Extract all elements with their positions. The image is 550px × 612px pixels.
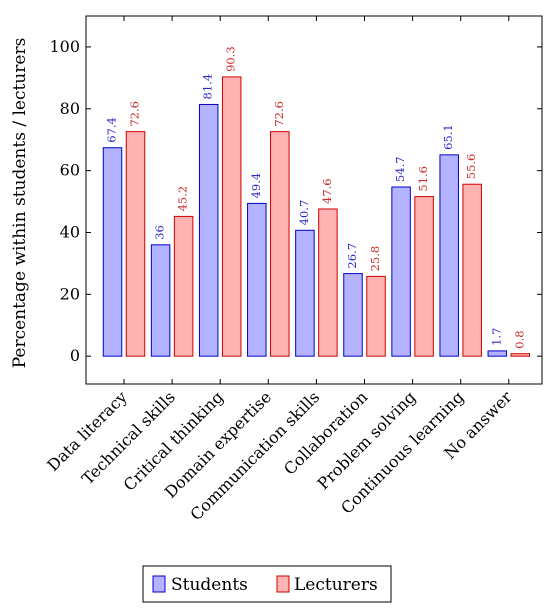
bar-students-continuous-learning (439, 154, 459, 357)
bar-lecturers-data-literacy (125, 131, 146, 357)
legend-swatch-lecturers (276, 575, 290, 593)
data-label-lecturers: 72.6 (272, 101, 286, 127)
data-label-students: 1.7 (489, 328, 503, 346)
data-label-lecturers: 55.6 (464, 154, 478, 180)
bars (102, 76, 531, 357)
bar-students-critical-thinking (198, 103, 219, 357)
bar-students-data-literacy (102, 147, 123, 357)
legend-label-students: Students (171, 575, 248, 595)
axis-ticks (86, 16, 542, 384)
bar-lecturers-no-answer (510, 353, 531, 357)
y-tick-label: 20 (60, 284, 80, 303)
legend: Students Lecturers (142, 565, 392, 603)
bar-lecturers-continuous-learning (462, 183, 482, 357)
bar-students-communication-skills (295, 229, 315, 357)
bar-students-no-answer (487, 350, 508, 357)
bar-students-technical-skills (150, 244, 171, 357)
data-label-students: 49.4 (249, 173, 263, 199)
data-label-lecturers: 51.6 (416, 166, 430, 192)
bar-lecturers-domain-expertise (270, 131, 290, 357)
data-label-students: 54.7 (393, 156, 407, 182)
bar-lecturers-critical-thinking (221, 76, 242, 357)
data-label-lecturers: 90.3 (224, 46, 238, 72)
data-label-lecturers: 0.8 (512, 330, 526, 348)
y-tick-label: 100 (49, 37, 80, 56)
y-tick-label: 80 (60, 99, 80, 118)
y-axis-label: Percentage within students / lecturers (10, 38, 30, 369)
y-tick-labels: 0 20 40 60 80 100 (49, 37, 80, 365)
bar-lecturers-communication-skills (318, 208, 338, 357)
plot-frame (85, 15, 543, 385)
data-label-lecturers: 25.8 (368, 246, 382, 272)
data-label-lecturers: 72.6 (128, 101, 142, 127)
data-label-students: 81.4 (201, 74, 215, 100)
legend-swatch-students (152, 575, 166, 593)
data-label-students: 67.4 (105, 117, 119, 143)
bar-lecturers-collaboration (366, 275, 386, 357)
bar-lecturers-technical-skills (173, 215, 194, 357)
data-labels: 67.4 72.6 36 45.2 81.4 90.3 49.4 72.6 40.7 47.6 26… (105, 46, 527, 348)
y-tick-label: 40 (60, 222, 80, 241)
legend-label-lecturers: Lecturers (294, 575, 378, 595)
data-label-lecturers: 45.2 (176, 186, 190, 212)
bar-students-domain-expertise (247, 202, 267, 357)
data-label-lecturers: 47.6 (320, 178, 334, 204)
data-label-students: 26.7 (345, 243, 359, 269)
bar-students-collaboration (343, 273, 363, 357)
data-label-students: 40.7 (297, 200, 311, 226)
y-tick-label: 0 (70, 346, 80, 365)
data-label-students: 36 (153, 225, 167, 240)
bar-students-problem-solving (391, 186, 411, 357)
legend-box (142, 565, 392, 603)
bar-lecturers-problem-solving (414, 196, 434, 357)
y-tick-label: 60 (60, 161, 80, 180)
category-label-collaboration: Collaboration (280, 387, 371, 478)
data-label-students: 65.1 (441, 124, 455, 150)
